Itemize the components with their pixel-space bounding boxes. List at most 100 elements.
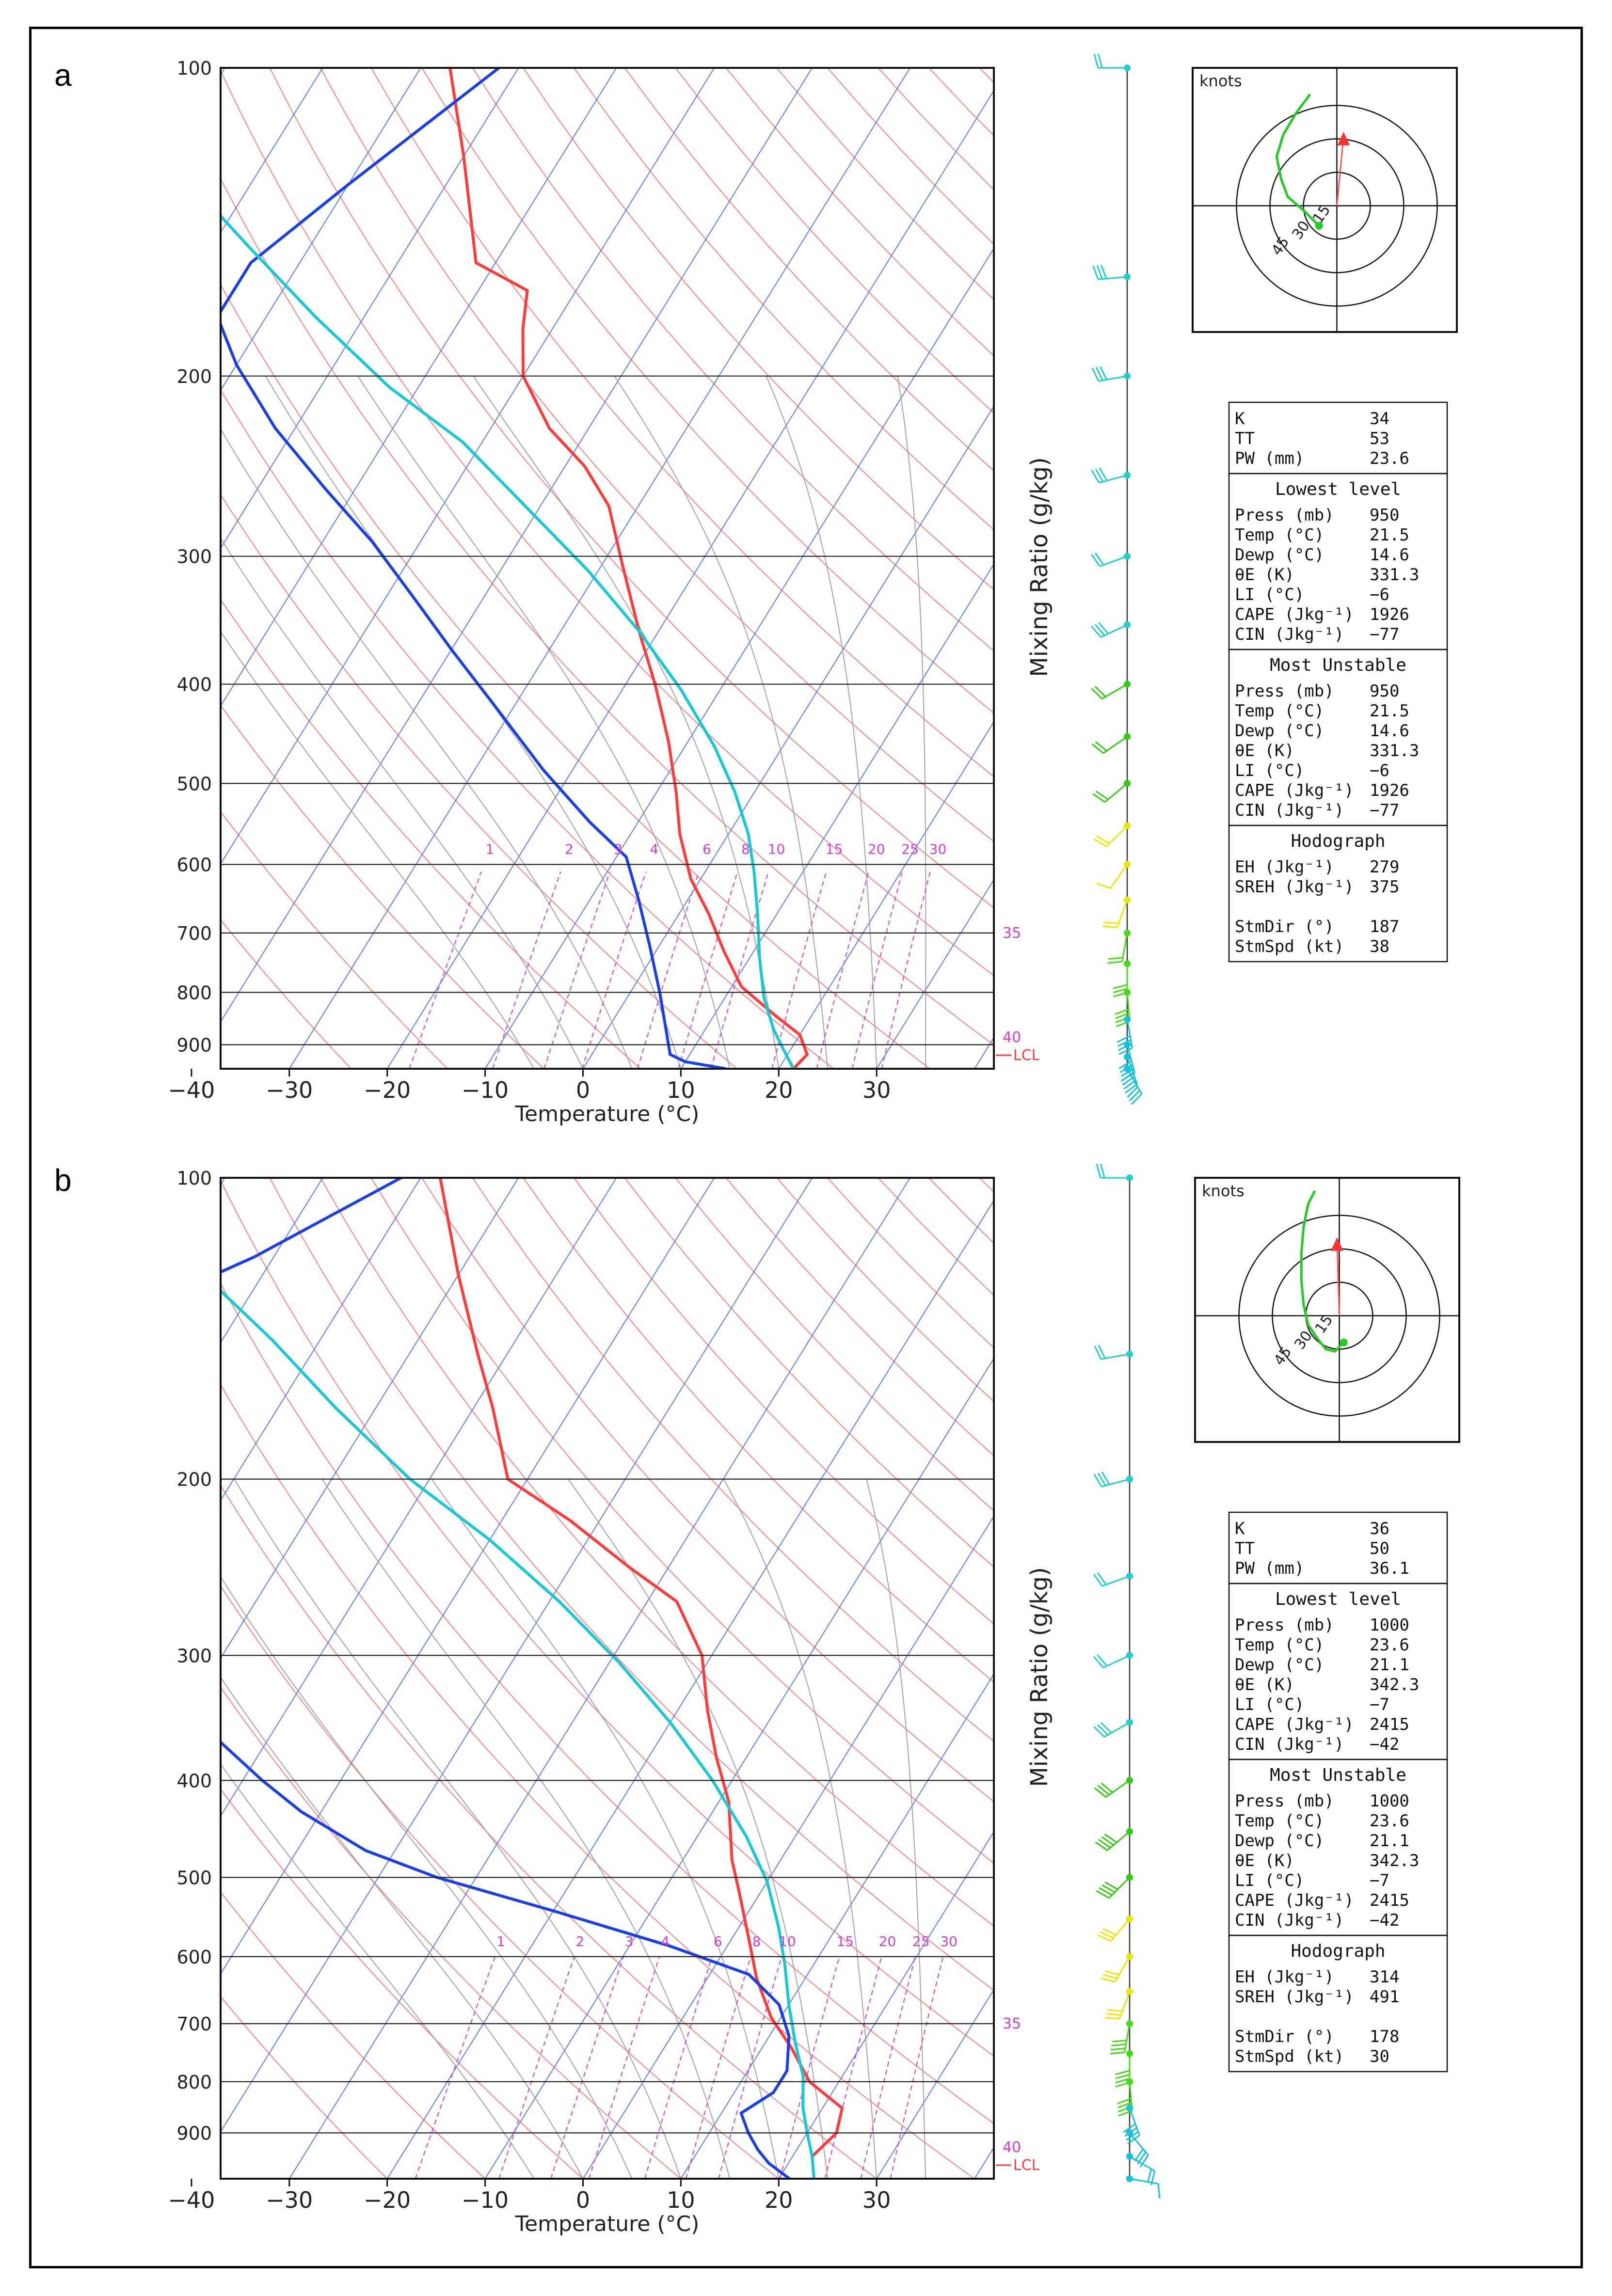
wind-barb-flag [1097, 1724, 1109, 1736]
mixing-ratio-label: 8 [741, 841, 750, 857]
y-tick-label: 900 [176, 1034, 212, 1056]
indices-label: CAPE (Jkg⁻¹) [1235, 781, 1354, 800]
y-tick-label: 100 [176, 1168, 212, 1189]
theta-e-label: 35 [1003, 2015, 1021, 2032]
plot-frame [220, 1177, 995, 2180]
mixing-ratio-label: 30 [929, 841, 947, 857]
isotherm [778, 1831, 994, 2179]
indices-label: CIN (Jkg⁻¹) [1235, 1911, 1344, 1930]
mixing-ratio-line [581, 871, 647, 1069]
wind-barb-flag [1094, 1346, 1102, 1360]
wind-barb-flag [1095, 367, 1103, 381]
wind-barb-flag [1090, 554, 1101, 567]
wind-barb-flag [1093, 1573, 1103, 1587]
wind-barb-staff [1117, 900, 1128, 928]
wind-barb-staff [1104, 783, 1128, 803]
storm-motion-vector [1336, 136, 1344, 206]
indices-label: PW (mm) [1235, 449, 1304, 468]
wind-barb [1124, 1065, 1143, 1105]
indices-label: CAPE (Jkg⁻¹) [1235, 1891, 1354, 1910]
dry-adiabat [221, 1891, 486, 2179]
indices-section-title: Most Unstable [1270, 1765, 1406, 1785]
wind-barb [1090, 621, 1131, 638]
wind-barb-flag [1117, 2102, 1132, 2108]
indices-value: 178 [1370, 2027, 1399, 2046]
lcl-label: LCL [1013, 1047, 1040, 1064]
mixing-ratio-axis-label: Mixing Ratio (g/kg) [1026, 457, 1053, 677]
storm-motion-arrowhead [1337, 131, 1350, 145]
hodograph-start-dot [1315, 222, 1323, 230]
indices-label: Press (mb) [1235, 1615, 1334, 1635]
wind-barb [1101, 1953, 1133, 1983]
wind-barb-staff [1099, 475, 1128, 484]
indices-label: θE (K) [1235, 1851, 1294, 1870]
mixing-ratio-line [588, 1956, 660, 2179]
y-tick-label: 500 [176, 773, 212, 794]
indices-label: θE (K) [1235, 1675, 1294, 1694]
wind-barb-flag [1101, 1782, 1113, 1793]
wind-barb-staff [1129, 2107, 1140, 2136]
dry-adiabat [320, 68, 994, 842]
moist-adiabat [234, 1479, 682, 2179]
wind-barb-staff [1101, 1353, 1130, 1360]
indices-label: TT [1235, 429, 1255, 448]
wind-barb-flag [1100, 366, 1107, 380]
wind-barb-flag [1098, 1345, 1106, 1359]
wind-barb-flag [1127, 2135, 1140, 2145]
y-tick-label: 800 [176, 982, 212, 1003]
indices-value: −6 [1370, 761, 1389, 780]
wind-barb-flag [1111, 2047, 1126, 2051]
isotherm [876, 1989, 994, 2179]
mixing-ratio-line [771, 871, 827, 1069]
indices-value: 331.3 [1370, 741, 1419, 760]
wind-barb [1093, 1472, 1133, 1488]
indices-label: Press (mb) [1235, 1791, 1334, 1811]
isotherm [221, 68, 519, 550]
indices-label: StmDir (°) [1235, 2027, 1334, 2046]
moist-adiabat [473, 376, 780, 1069]
wind-barb-staff [1098, 276, 1128, 280]
wind-barb-flag [1111, 2043, 1126, 2047]
indices-value: 1926 [1370, 605, 1409, 624]
mixing-ratio-label: 1 [485, 841, 494, 857]
moist-adiabat [897, 376, 926, 1069]
wind-barb [1093, 1652, 1133, 1668]
isotherm [582, 1515, 994, 2179]
dry-adiabat [221, 1686, 682, 2179]
wind-barb-flag [1101, 265, 1107, 279]
indices-value: 53 [1370, 429, 1389, 448]
indices-label: CIN (Jkg⁻¹) [1235, 625, 1344, 644]
wind-barb [1094, 1345, 1133, 1360]
wind-barb-flag [1095, 469, 1104, 482]
wind-barb [1094, 1777, 1133, 1798]
dry-adiabat [221, 811, 448, 1069]
mixing-ratio-label: 15 [826, 841, 843, 857]
skewt-panel-a: 1 2 3 4 6 8 10 15 20 25 303540LCL10020030040050060… [168, 53, 1458, 1126]
wind-barb-flag [1134, 2148, 1144, 2162]
indices-section-title: Lowest level [1275, 479, 1401, 499]
indices-value: 2415 [1370, 1715, 1409, 1734]
wind-barb-flag [1127, 1086, 1138, 1098]
indices-value: 187 [1370, 917, 1399, 936]
wind-barb-flag [1093, 1726, 1105, 1738]
wind-barb [1126, 2175, 1161, 2199]
dry-adiabat [370, 1178, 994, 1864]
isotherm [221, 1178, 323, 1344]
panel-label-a: a [54, 58, 72, 93]
temperature-profile [448, 68, 809, 1069]
isotherm [221, 68, 617, 707]
theta-e-label: 40 [1003, 1029, 1021, 1046]
wind-barb-staff [1100, 555, 1128, 567]
wind-barb-staff [1101, 1478, 1130, 1488]
wind-barb [1096, 861, 1131, 889]
wind-barb-staff [1104, 1722, 1130, 1738]
x-tick-label: −30 [266, 2187, 313, 2213]
dry-adiabat [221, 1383, 975, 2179]
dewpoint-profile [221, 1178, 791, 2179]
wind-barb-staff [1100, 624, 1128, 638]
wind-barb-flag [1097, 1473, 1106, 1486]
dry-adiabat [370, 68, 994, 777]
indices-value: 23.6 [1370, 449, 1409, 468]
wind-barb-flag [1095, 741, 1107, 752]
